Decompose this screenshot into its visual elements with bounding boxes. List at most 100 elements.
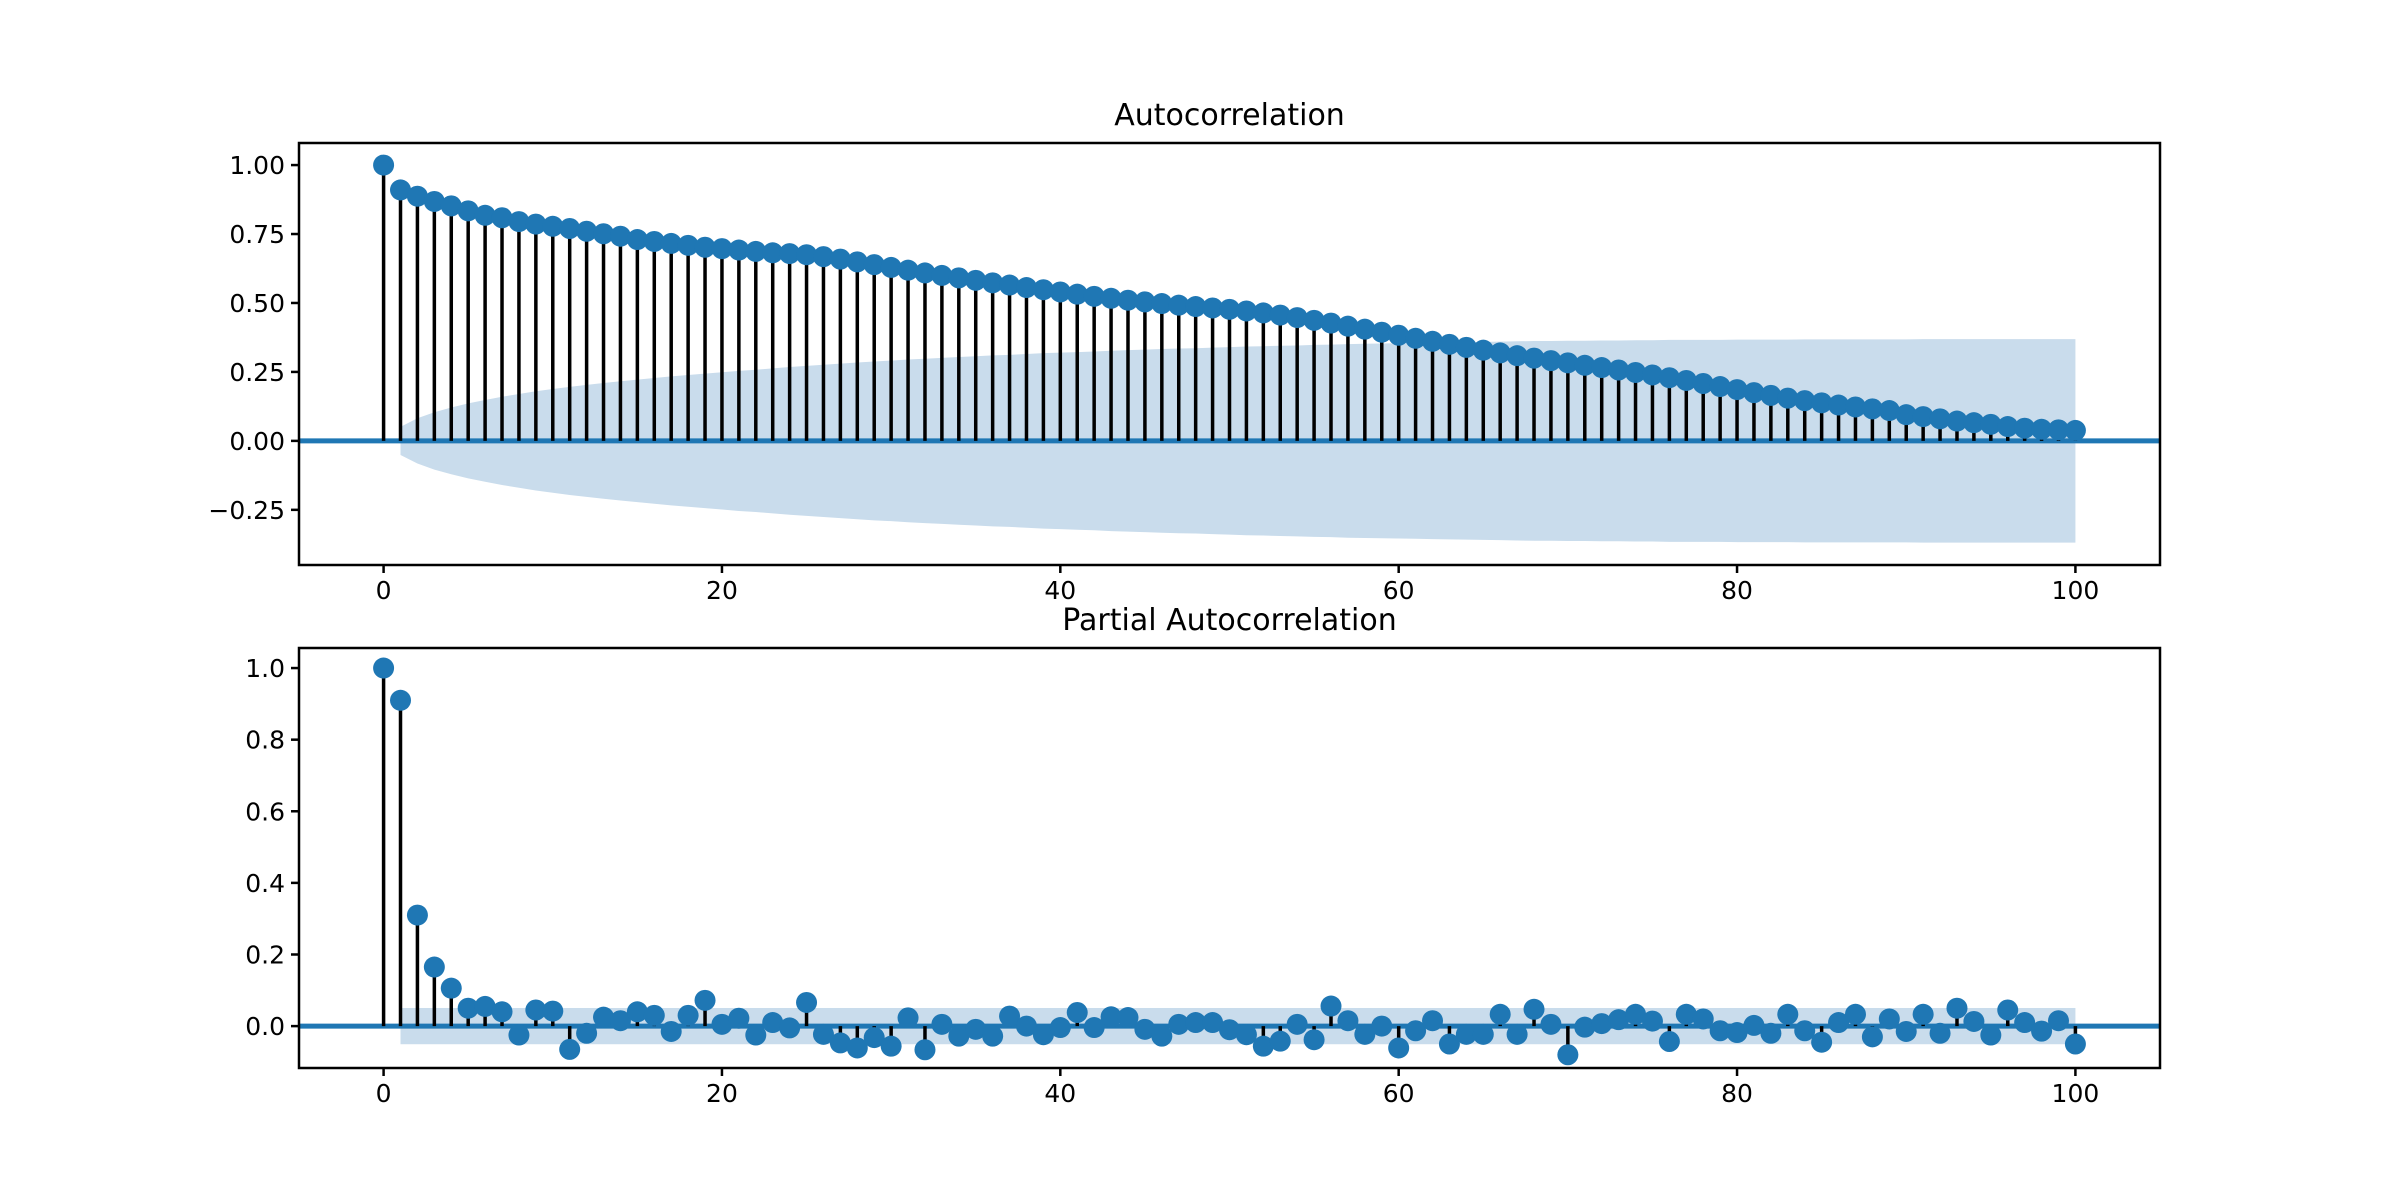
x-tick-label: 80	[1721, 576, 1753, 605]
pacf-marker	[1303, 1029, 1325, 1051]
acf-marker	[677, 234, 699, 256]
acf-marker	[1422, 330, 1444, 352]
acf-marker	[1371, 321, 1393, 343]
pacf-marker	[1692, 1008, 1714, 1030]
pacf-marker	[1354, 1023, 1376, 1045]
pacf-marker	[1675, 1003, 1697, 1025]
acf-marker	[1641, 364, 1663, 386]
pacf-marker	[1608, 1009, 1630, 1031]
acf-marker	[1354, 318, 1376, 340]
acf-marker	[812, 246, 834, 268]
y-tick-label: 0.4	[245, 869, 285, 898]
acf-marker	[948, 267, 970, 289]
acf-marker	[1811, 392, 1833, 414]
pacf-marker	[1219, 1019, 1240, 1041]
acf-marker	[525, 213, 547, 235]
acf-marker	[390, 179, 412, 201]
acf-marker	[457, 200, 479, 222]
acf-marker	[1625, 361, 1647, 383]
acf-marker	[1929, 408, 1951, 430]
pacf-marker	[1269, 1030, 1291, 1052]
acf-marker	[1320, 312, 1342, 334]
pacf-marker	[643, 1004, 665, 1026]
acf-marker	[1980, 413, 2002, 435]
acf-marker	[1117, 289, 1139, 311]
pacf-marker	[1151, 1025, 1173, 1047]
axes-frame	[297, 141, 2162, 567]
acf-marker	[542, 215, 564, 237]
acf-marker	[1946, 410, 1968, 432]
pacf-marker	[576, 1022, 598, 1044]
acf-marker	[1049, 281, 1071, 303]
acf-marker	[2064, 419, 2086, 441]
y-tick-label: 0.8	[245, 726, 285, 755]
plot-title: Autocorrelation	[1114, 98, 1345, 133]
acf-marker	[626, 229, 648, 251]
pacf-marker	[1015, 1015, 1037, 1037]
acf-marker	[491, 207, 513, 229]
pacf-marker	[373, 657, 395, 679]
pacf-marker	[711, 1013, 733, 1035]
acf-marker	[982, 272, 1004, 294]
pacf-marker	[1438, 1033, 1460, 1055]
pacf-marker	[1049, 1017, 1071, 1039]
acf-marker	[1895, 404, 1917, 426]
acf-marker	[1794, 390, 1816, 412]
x-tick-label: 100	[2052, 576, 2100, 605]
y-tick-label: 0.00	[229, 427, 285, 456]
pacf-marker	[812, 1023, 834, 1045]
pacf-marker	[1557, 1044, 1579, 1066]
acf-marker	[1743, 382, 1765, 404]
acf-marker	[728, 239, 750, 261]
pacf-marker	[1591, 1013, 1613, 1035]
pacf-marker	[1828, 1012, 1850, 1034]
pacf-marker	[1286, 1013, 1308, 1035]
acf-marker	[779, 243, 801, 265]
pacf-marker	[1422, 1010, 1444, 1032]
pacf-marker	[1066, 1002, 1088, 1024]
acf-marker	[643, 230, 665, 252]
pacf-marker	[1709, 1020, 1731, 1042]
acf-marker	[1574, 354, 1596, 376]
acf-marker	[1726, 379, 1748, 401]
pacf-marker	[423, 956, 445, 978]
acf-marker	[1591, 357, 1613, 379]
acf-marker	[762, 242, 784, 264]
acf-marker	[609, 225, 631, 247]
pacf-marker	[1811, 1031, 1833, 1053]
acf-marker	[1337, 315, 1359, 337]
pacf-marker	[965, 1018, 987, 1040]
acf-marker	[846, 251, 868, 273]
acf-marker	[1506, 345, 1528, 367]
pacf-marker	[677, 1004, 699, 1026]
acf-marker	[1912, 406, 1934, 428]
y-tick-label: 0.75	[229, 220, 285, 249]
pacf-marker	[2031, 1020, 2053, 1042]
y-tick-label: 0.25	[229, 358, 285, 387]
pacf-marker	[863, 1027, 885, 1049]
pacf-marker	[457, 997, 479, 1019]
pacf-marker	[1202, 1012, 1224, 1034]
pacf-marker	[2014, 1012, 2036, 1034]
pacf-marker	[1489, 1003, 1511, 1025]
pacf-marker	[1388, 1037, 1410, 1059]
acf-marker	[1844, 396, 1866, 418]
x-tick-label: 60	[1383, 1079, 1415, 1108]
y-tick-label: −0.25	[208, 496, 285, 525]
pacf-marker	[779, 1017, 801, 1039]
acf-marker	[1438, 333, 1460, 355]
pacf-marker	[1083, 1017, 1105, 1039]
pacf-marker	[1794, 1020, 1816, 1042]
pacf-marker	[593, 1006, 615, 1028]
acf-marker	[965, 269, 987, 291]
x-tick-label: 80	[1721, 1079, 1753, 1108]
acf-marker	[1523, 347, 1545, 369]
acf-marker	[1675, 369, 1697, 391]
acf-marker	[1219, 298, 1240, 320]
pacf-marker	[1980, 1024, 2002, 1046]
pacf-marker	[1371, 1015, 1393, 1037]
acf-marker	[406, 185, 428, 207]
pacf-marker	[390, 689, 412, 711]
acf-marker	[880, 256, 902, 278]
